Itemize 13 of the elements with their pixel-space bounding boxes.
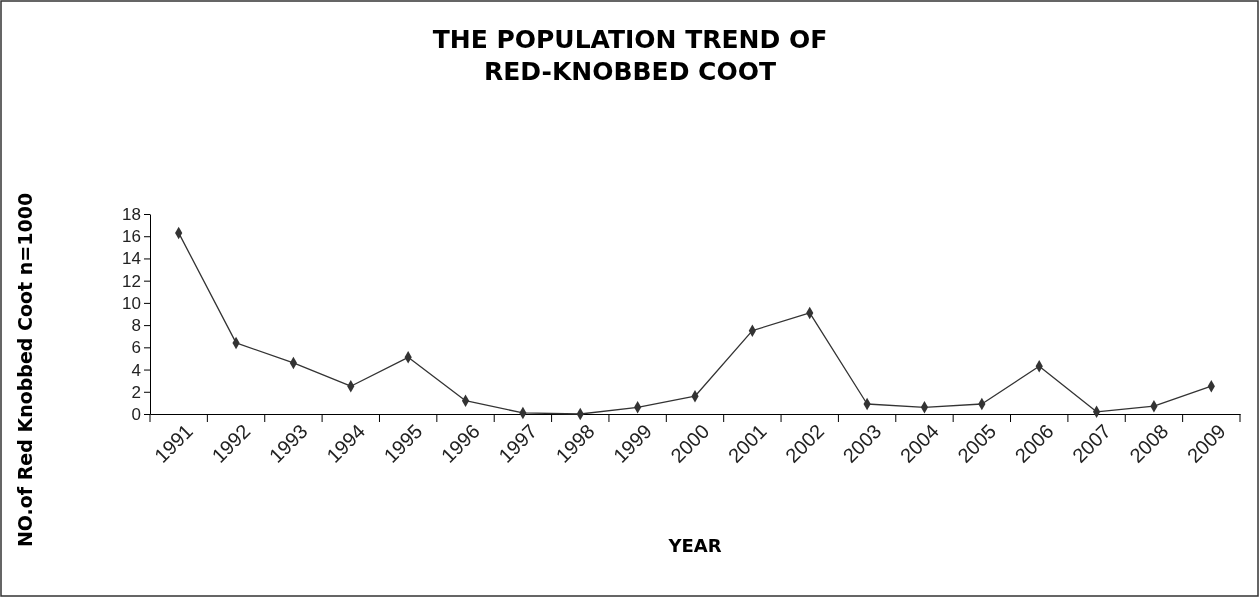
y-tick-label: 12 — [122, 271, 141, 291]
y-tick-label: 10 — [122, 293, 141, 313]
y-tick-label: 18 — [122, 204, 141, 224]
x-axis-title: YEAR — [667, 535, 722, 556]
y-tick-label: 2 — [131, 382, 141, 402]
y-tick-label: 14 — [122, 249, 141, 269]
chart-title: THE POPULATION TREND OF RED-KNOBBED COOT — [432, 25, 828, 86]
y-tick-label: 4 — [131, 360, 141, 380]
y-axis-title: NO.of Red Knobbed Coot n=1000 — [14, 192, 36, 548]
y-tick-label: 0 — [131, 404, 141, 424]
y-tick-label: 16 — [122, 227, 141, 247]
y-tick-label: 8 — [131, 316, 141, 336]
y-tick-label: 6 — [131, 338, 141, 358]
